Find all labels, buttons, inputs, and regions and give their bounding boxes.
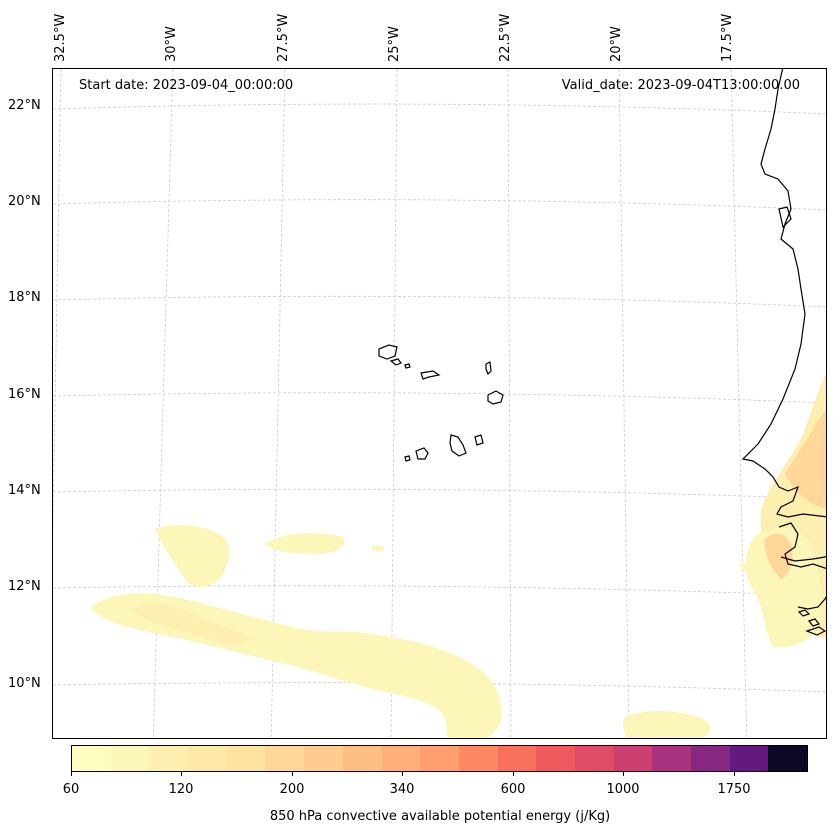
- colorbar-label-340: 340: [389, 782, 415, 797]
- colorbar-segment-10: [458, 746, 498, 771]
- coastal-island-2: [807, 618, 821, 627]
- cape-region-north-2: [265, 533, 345, 555]
- lon-label-22-5w: 22.5°W: [498, 13, 513, 62]
- colorbar-segment-17: [729, 746, 769, 771]
- colorbar-segment-12: [536, 746, 575, 771]
- colorbar-segment-7: [342, 746, 382, 771]
- colorbar-segment-18: [768, 746, 807, 771]
- colorbar-segment-2: [149, 746, 189, 771]
- colorbar-tick-600: [513, 772, 514, 776]
- gridline-lat-20: [53, 199, 826, 211]
- graticule: [53, 69, 826, 738]
- colorbar-tick-120: [181, 772, 182, 776]
- gridline-lon-20: [618, 69, 630, 738]
- cape-region-north-1: [155, 524, 230, 588]
- gridline-lat-18: [53, 295, 826, 308]
- coastal-island-3: [805, 626, 826, 636]
- start-date-label: Start date: 2023-09-04_00:00:00: [79, 78, 294, 93]
- gridline-lon-30: [152, 69, 174, 738]
- sao-vicente-island: [389, 358, 402, 366]
- fogo-island: [415, 447, 429, 460]
- colorbar-segment-8: [381, 746, 421, 771]
- colorbar-label-1750: 1750: [717, 782, 751, 797]
- colorbar-segment-16: [691, 746, 730, 771]
- colorbar-segment-0: [72, 746, 111, 771]
- sao-nicolau-island: [420, 370, 441, 380]
- colorbar-segment-9: [420, 746, 459, 771]
- sal-island: [485, 361, 492, 376]
- gridline-lat-12: [53, 585, 826, 597]
- lon-label-27-5w: 27.5°W: [276, 13, 291, 62]
- lon-label-30w: 30°W: [164, 26, 179, 62]
- colorbar-tick-1000: [623, 772, 624, 776]
- lat-label-22n: 22°N: [8, 98, 41, 113]
- gridline-lon-17-5: [730, 69, 748, 738]
- lat-label-14n: 14°N: [8, 483, 41, 498]
- colorbar-segment-15: [652, 746, 691, 771]
- guinea-bissau-coast: [780, 555, 826, 562]
- colorbar-label-120: 120: [168, 782, 194, 797]
- gridline-lat-16: [53, 392, 826, 404]
- gridline-lat-14: [53, 488, 826, 500]
- cape-region-coast-south: [745, 527, 822, 648]
- colorbar-label-60: 60: [62, 782, 80, 797]
- lat-label-10n: 10°N: [8, 676, 41, 691]
- africa-coastline: [741, 69, 826, 518]
- lon-label-17-5w: 17.5°W: [720, 13, 735, 62]
- colorbar-tick-1750: [734, 772, 735, 776]
- colorbar-segment-6: [304, 746, 343, 771]
- colorbar-segment-3: [188, 746, 227, 771]
- guinea-coast: [797, 596, 826, 610]
- brava-island: [404, 455, 411, 462]
- gridline-lon-32-5: [53, 69, 62, 544]
- cape-region-coast-speck: [739, 562, 763, 573]
- senegal-river-coast: [778, 522, 826, 569]
- maio-island: [474, 434, 484, 446]
- colorbar-label-600: 600: [500, 782, 526, 797]
- colorbar-tick-340: [402, 772, 403, 776]
- colorbar-title: 850 hPa convective available potential e…: [269, 809, 611, 824]
- colorbar: [71, 745, 808, 772]
- gridline-lon-22-5: [507, 69, 512, 738]
- colorbar-label-200: 200: [279, 782, 305, 797]
- map-panel: [52, 68, 827, 739]
- colorbar-segment-5: [265, 746, 305, 771]
- gridline-lon-25: [390, 69, 398, 738]
- cape-region-coast-south-core: [764, 533, 793, 579]
- lon-label-32-5w: 32.5°W: [53, 13, 68, 62]
- lat-label-12n: 12°N: [8, 579, 41, 594]
- colorbar-tick-60: [71, 772, 72, 776]
- lat-label-20n: 20°N: [8, 194, 41, 209]
- coastal-island-1: [797, 609, 811, 617]
- cape-region-southeast: [622, 711, 711, 738]
- lon-label-20w: 20°W: [609, 26, 624, 62]
- colorbar-segment-4: [226, 746, 266, 771]
- lon-label-25w: 25°W: [387, 26, 402, 62]
- colorbar-segment-11: [497, 746, 537, 771]
- map-canvas: [53, 69, 826, 738]
- santiago-island: [449, 434, 467, 457]
- gridline-lat-22: [53, 103, 826, 115]
- colorbar-label-1000: 1000: [606, 782, 640, 797]
- lat-label-16n: 16°N: [8, 387, 41, 402]
- boa-vista-island: [487, 390, 504, 405]
- lat-label-18n: 18°N: [8, 290, 41, 305]
- cape-field: [91, 373, 826, 738]
- cape-region-west-core: [133, 603, 253, 644]
- colorbar-segment-1: [110, 746, 150, 771]
- coastlines: [378, 69, 826, 636]
- colorbar-segment-13: [574, 746, 614, 771]
- santo-antao-island: [378, 344, 398, 360]
- valid-date-label: Valid_date: 2023-09-04T13:00:00.00: [561, 78, 800, 93]
- western-sahara-inlet: [778, 206, 792, 229]
- santa-luzia-island: [404, 363, 411, 369]
- cape-region-north-3: [371, 544, 385, 552]
- cape-region-coast-core: [785, 411, 826, 509]
- colorbar-tick-200: [292, 772, 293, 776]
- colorbar-segment-14: [613, 746, 653, 771]
